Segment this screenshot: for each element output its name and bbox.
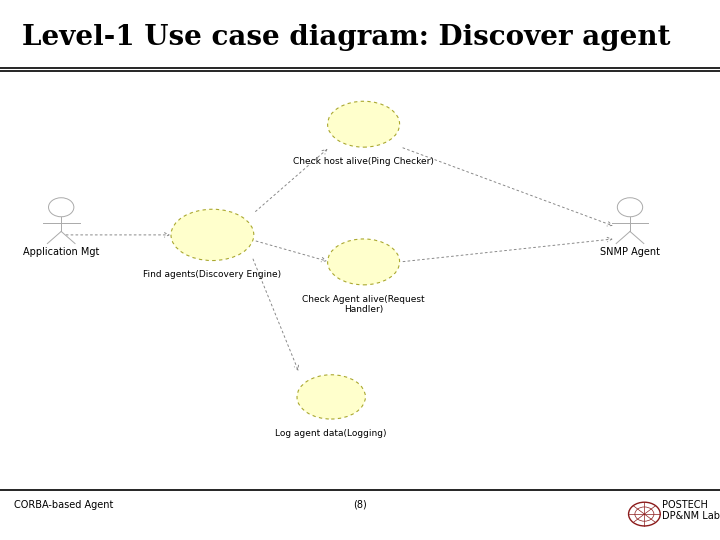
Ellipse shape — [297, 375, 365, 419]
Text: CORBA-based Agent: CORBA-based Agent — [14, 500, 114, 510]
Text: Level-1 Use case diagram: Discover agent: Level-1 Use case diagram: Discover agent — [22, 24, 670, 51]
Text: SNMP Agent: SNMP Agent — [600, 247, 660, 257]
Text: Log agent data(Logging): Log agent data(Logging) — [276, 429, 387, 438]
Ellipse shape — [328, 102, 400, 147]
Text: POSTECH
DP&NM Lab.: POSTECH DP&NM Lab. — [662, 500, 720, 521]
Ellipse shape — [171, 210, 253, 261]
Text: Check Agent alive(Request
Handler): Check Agent alive(Request Handler) — [302, 295, 425, 314]
Ellipse shape — [328, 239, 400, 285]
Text: Find agents(Discovery Engine): Find agents(Discovery Engine) — [143, 271, 282, 279]
Text: Application Mgt: Application Mgt — [23, 247, 99, 257]
Text: Check host alive(Ping Checker): Check host alive(Ping Checker) — [293, 157, 434, 166]
Text: (8): (8) — [353, 500, 367, 510]
